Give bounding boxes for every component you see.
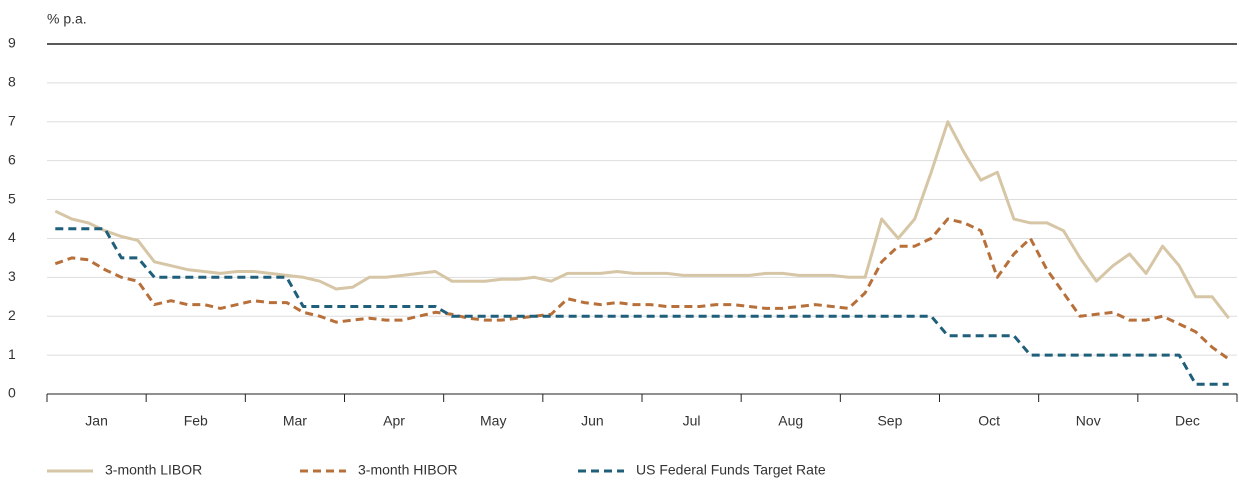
y-tick-label: 6 — [8, 151, 16, 167]
y-tick-label: 0 — [8, 385, 16, 401]
legend-label: 3-month LIBOR — [105, 462, 202, 478]
legend-label: US Federal Funds Target Rate — [636, 462, 826, 478]
y-tick-label: 1 — [8, 346, 16, 362]
legend-label: 3-month HIBOR — [358, 462, 458, 478]
y-tick-label: 7 — [8, 112, 16, 128]
y-tick-label: 2 — [8, 307, 16, 323]
x-tick-label: Apr — [383, 413, 405, 429]
x-tick-label: Aug — [778, 413, 803, 429]
x-tick-label: Nov — [1076, 413, 1101, 429]
y-axis-label: % p.a. — [47, 11, 87, 27]
series-line — [54, 120, 1230, 320]
y-tick-label: 8 — [8, 74, 16, 90]
series-line — [55, 227, 1229, 386]
x-tick-label: Jul — [683, 413, 701, 429]
x-tick-label: Oct — [978, 413, 1000, 429]
y-tick-label: 5 — [8, 190, 16, 206]
series-line — [54, 217, 1230, 361]
x-tick-label: May — [480, 413, 506, 429]
x-tick-label: Jan — [85, 413, 108, 429]
x-tick-label: Dec — [1175, 413, 1200, 429]
y-tick-label: 9 — [8, 35, 16, 51]
x-tick-label: Sep — [877, 413, 902, 429]
x-tick-label: Mar — [283, 413, 307, 429]
x-tick-label: Feb — [184, 413, 208, 429]
x-tick-label: Jun — [581, 413, 604, 429]
y-tick-label: 4 — [8, 229, 16, 245]
y-tick-label: 3 — [8, 268, 16, 284]
